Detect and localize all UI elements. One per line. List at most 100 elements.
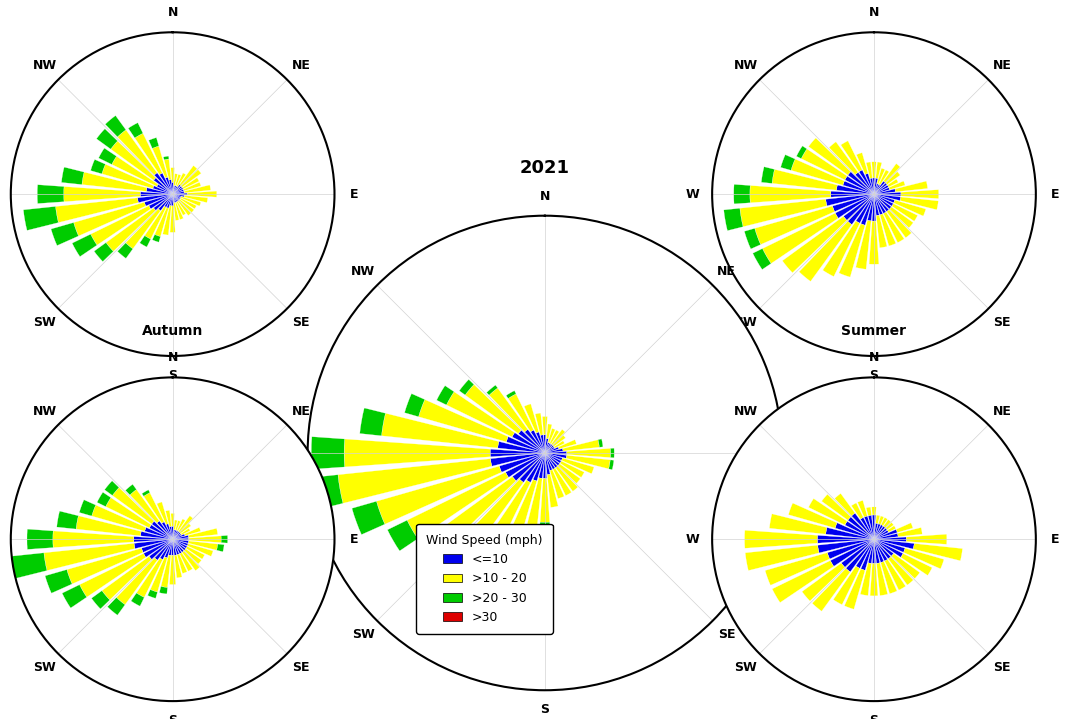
Bar <box>763 213 838 264</box>
Bar <box>160 539 173 559</box>
Bar <box>833 194 874 211</box>
Bar <box>169 555 176 585</box>
Bar <box>549 430 559 444</box>
Bar <box>139 236 151 247</box>
Bar <box>156 521 173 539</box>
Bar <box>80 554 146 597</box>
Bar <box>173 194 181 198</box>
Bar <box>540 522 550 526</box>
Bar <box>173 538 189 541</box>
Bar <box>173 533 181 539</box>
Bar <box>173 194 180 201</box>
Title: 2021: 2021 <box>520 159 570 177</box>
Bar <box>856 220 871 269</box>
Bar <box>545 453 562 460</box>
Bar <box>848 517 874 539</box>
Bar <box>898 528 923 536</box>
Bar <box>844 194 874 220</box>
Bar <box>173 191 185 194</box>
Bar <box>884 520 891 528</box>
Bar <box>164 194 173 207</box>
Bar <box>800 221 851 281</box>
Bar <box>57 511 79 529</box>
Bar <box>135 133 162 175</box>
Bar <box>188 191 217 197</box>
Bar <box>111 141 155 180</box>
Bar <box>876 162 882 178</box>
Bar <box>144 539 173 557</box>
Bar <box>551 429 565 445</box>
Bar <box>153 186 173 194</box>
Bar <box>162 522 173 539</box>
Bar <box>746 545 819 571</box>
Bar <box>177 173 186 187</box>
Bar <box>152 521 173 539</box>
Bar <box>892 203 917 221</box>
Bar <box>179 199 194 213</box>
Bar <box>506 436 545 453</box>
Bar <box>112 156 158 186</box>
Bar <box>173 186 175 194</box>
Bar <box>545 439 548 453</box>
Bar <box>866 507 872 516</box>
Bar <box>185 196 208 203</box>
Bar <box>887 179 898 187</box>
Bar <box>547 475 558 508</box>
Bar <box>874 192 901 196</box>
Bar <box>856 539 874 568</box>
Bar <box>846 539 874 572</box>
Bar <box>874 525 883 539</box>
Bar <box>880 214 896 246</box>
Bar <box>874 539 914 549</box>
Bar <box>869 515 874 539</box>
Bar <box>177 201 186 215</box>
Bar <box>166 194 173 209</box>
Bar <box>609 460 614 470</box>
Bar <box>152 146 167 178</box>
Bar <box>808 498 847 525</box>
Bar <box>858 500 868 517</box>
Bar <box>802 149 847 180</box>
Bar <box>880 562 897 594</box>
Bar <box>106 208 155 252</box>
Bar <box>149 539 173 559</box>
Bar <box>180 196 201 206</box>
Bar <box>154 539 173 560</box>
Bar <box>566 449 611 457</box>
Bar <box>489 388 528 432</box>
Bar <box>173 186 182 194</box>
Bar <box>869 539 874 564</box>
Bar <box>874 185 888 194</box>
Bar <box>543 453 547 479</box>
Bar <box>125 485 136 495</box>
Bar <box>533 453 545 481</box>
Bar <box>874 194 886 214</box>
Bar <box>437 385 454 405</box>
Bar <box>528 477 543 526</box>
Bar <box>545 446 555 453</box>
Bar <box>156 184 173 194</box>
Bar <box>554 441 564 448</box>
Bar <box>874 539 891 559</box>
Bar <box>168 539 173 555</box>
Bar <box>556 466 578 491</box>
Bar <box>536 432 545 453</box>
Bar <box>447 392 515 437</box>
Bar <box>163 156 169 160</box>
Bar <box>835 523 874 539</box>
Bar <box>178 201 191 216</box>
Bar <box>38 185 64 203</box>
Bar <box>149 194 173 209</box>
Bar <box>845 176 874 194</box>
Bar <box>165 539 173 558</box>
Bar <box>150 557 167 592</box>
Bar <box>874 533 898 539</box>
Bar <box>535 413 543 435</box>
Bar <box>189 536 221 543</box>
Bar <box>170 168 175 183</box>
Bar <box>131 593 145 606</box>
Bar <box>845 521 874 539</box>
Bar <box>889 181 905 190</box>
Bar <box>175 202 183 219</box>
Bar <box>173 534 186 539</box>
